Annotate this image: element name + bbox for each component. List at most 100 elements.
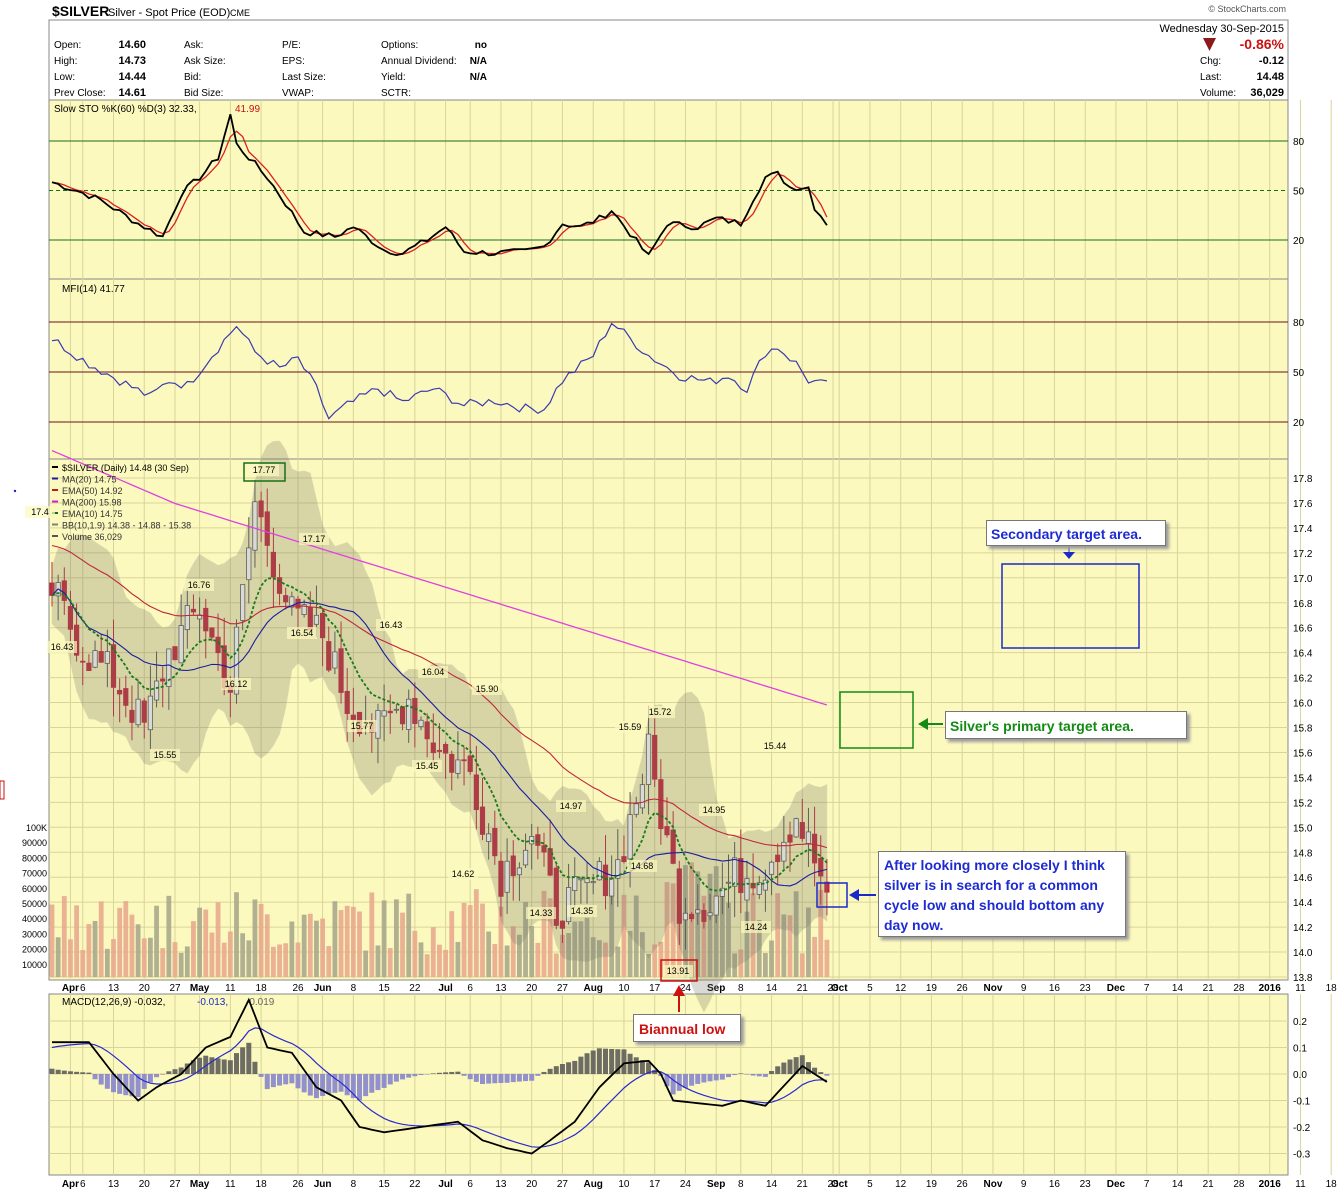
x-tick-label: 21 bbox=[797, 1179, 809, 1190]
secondary-target-label: Secondary target area. bbox=[986, 520, 1166, 546]
candle-body bbox=[338, 648, 344, 693]
mfi-tick: 20 bbox=[1293, 418, 1305, 429]
price-label: 14.68 bbox=[631, 861, 654, 871]
x-tick-label: 2016 bbox=[1259, 1179, 1282, 1190]
quote-value: no bbox=[475, 40, 487, 51]
volume-bar bbox=[424, 954, 430, 977]
candle-body bbox=[670, 829, 676, 864]
macd-hist-bar bbox=[596, 1048, 602, 1074]
macd-hist-bar bbox=[824, 1074, 830, 1076]
price-label: 16.43 bbox=[380, 620, 403, 630]
price-label-bg bbox=[567, 905, 597, 917]
candle-body bbox=[664, 826, 670, 836]
macd-hist-bar bbox=[492, 1074, 498, 1084]
macd-hist-bar bbox=[590, 1050, 596, 1074]
candle-body bbox=[258, 500, 264, 518]
volume-bar bbox=[160, 948, 166, 977]
price-tick: 15.0 bbox=[1293, 823, 1313, 834]
left-arrow-icon bbox=[918, 718, 928, 730]
price-label-bg bbox=[526, 907, 556, 919]
volume-bar bbox=[707, 873, 713, 977]
legend-swatch bbox=[52, 523, 58, 526]
volume-bar bbox=[603, 942, 608, 977]
volume-bar bbox=[615, 946, 621, 977]
x-tick-label: Dec bbox=[1107, 983, 1126, 994]
x-tick-label: 28 bbox=[827, 1179, 839, 1190]
volume-bar bbox=[418, 942, 424, 977]
candle-body bbox=[436, 749, 443, 752]
x-tick-label: 11 bbox=[225, 1179, 236, 1190]
price-label: 14.62 bbox=[452, 869, 475, 879]
volume-bar bbox=[504, 945, 510, 977]
candle-body bbox=[98, 651, 104, 663]
price-label-bg bbox=[47, 641, 77, 653]
quote-value: N/A bbox=[470, 56, 487, 67]
macd-hist-bar bbox=[781, 1062, 787, 1074]
macd-hist-bar bbox=[732, 1074, 738, 1076]
x-tick-label: 6 bbox=[467, 1179, 473, 1190]
candle-body bbox=[141, 700, 147, 723]
volume-bar bbox=[412, 930, 418, 977]
sto-label-d: 41.99 bbox=[235, 104, 260, 115]
sto-label: Slow STO %K(60) %D(3) 32.33, bbox=[54, 104, 197, 115]
x-tick-label: 18 bbox=[256, 1179, 268, 1190]
volume-bar bbox=[775, 893, 781, 977]
x-tick-label: 7 bbox=[1144, 1179, 1150, 1190]
macd-hist-bar bbox=[744, 1074, 750, 1075]
candle-body bbox=[344, 690, 350, 714]
macd-hist-bar bbox=[762, 1074, 768, 1077]
candle-body bbox=[467, 755, 473, 772]
candle-body bbox=[775, 854, 781, 863]
candle-body bbox=[516, 867, 523, 876]
volume-tick: 60000 bbox=[22, 884, 47, 894]
volume-bar bbox=[301, 914, 307, 977]
volume-bar bbox=[467, 905, 473, 977]
x-tick-label: 21 bbox=[797, 983, 809, 994]
macd-hist-bar bbox=[689, 1074, 695, 1086]
legend-entry: $SILVER (Daily) 14.48 (30 Sep) bbox=[62, 463, 189, 473]
price-label: 14.97 bbox=[560, 801, 583, 811]
volume-tick: 100K bbox=[26, 823, 47, 833]
volume-bar bbox=[535, 942, 541, 977]
volume-bar bbox=[375, 945, 381, 977]
candle-body bbox=[455, 759, 461, 774]
candle-body bbox=[270, 551, 277, 578]
volume-bar bbox=[627, 930, 633, 977]
volume-bar bbox=[338, 910, 344, 977]
quote-label: Ask: bbox=[184, 40, 203, 51]
volume-bar bbox=[430, 927, 436, 977]
macd-hist-bar bbox=[775, 1066, 781, 1074]
quote-value: 14.44 bbox=[118, 71, 146, 83]
volume-bar bbox=[473, 889, 479, 977]
quote-value: 14.61 bbox=[118, 87, 146, 99]
volume-bar bbox=[793, 891, 799, 977]
high-highlight-box bbox=[243, 462, 286, 482]
candle-body bbox=[92, 650, 98, 668]
macd-hist-bar bbox=[49, 1068, 55, 1074]
price-label-bg bbox=[741, 921, 771, 933]
x-tick-label: Sep bbox=[707, 983, 725, 994]
quote-label: Volume: bbox=[1200, 88, 1236, 99]
volume-bar bbox=[74, 905, 79, 977]
macd-hist-bar bbox=[203, 1055, 209, 1074]
x-tick-label: 15 bbox=[379, 1179, 391, 1190]
candle-body bbox=[86, 662, 92, 672]
volume-bar bbox=[246, 940, 252, 977]
candle-body bbox=[701, 909, 707, 922]
x-tick-label: 12 bbox=[895, 983, 907, 994]
x-tick-label: 27 bbox=[169, 983, 181, 994]
legend-entry: BB(10,1.9) 14.38 - 14.88 - 15.38 bbox=[62, 521, 191, 531]
volume-bar bbox=[326, 946, 332, 977]
macd-hist-bar bbox=[178, 1067, 184, 1074]
quote-value: 14.60 bbox=[118, 39, 146, 51]
x-tick-label: 11 bbox=[225, 983, 236, 994]
x-tick-label: 13 bbox=[108, 1179, 120, 1190]
x-tick-label: 17 bbox=[649, 983, 661, 994]
x-tick-label: 13 bbox=[495, 1179, 507, 1190]
macd-hist-bar bbox=[682, 1074, 688, 1089]
mfi-line bbox=[51, 322, 828, 420]
candle-body bbox=[744, 878, 750, 901]
candle-body bbox=[627, 814, 633, 860]
sto-tick: 20 bbox=[1293, 236, 1305, 247]
edge-dot bbox=[13, 489, 17, 493]
